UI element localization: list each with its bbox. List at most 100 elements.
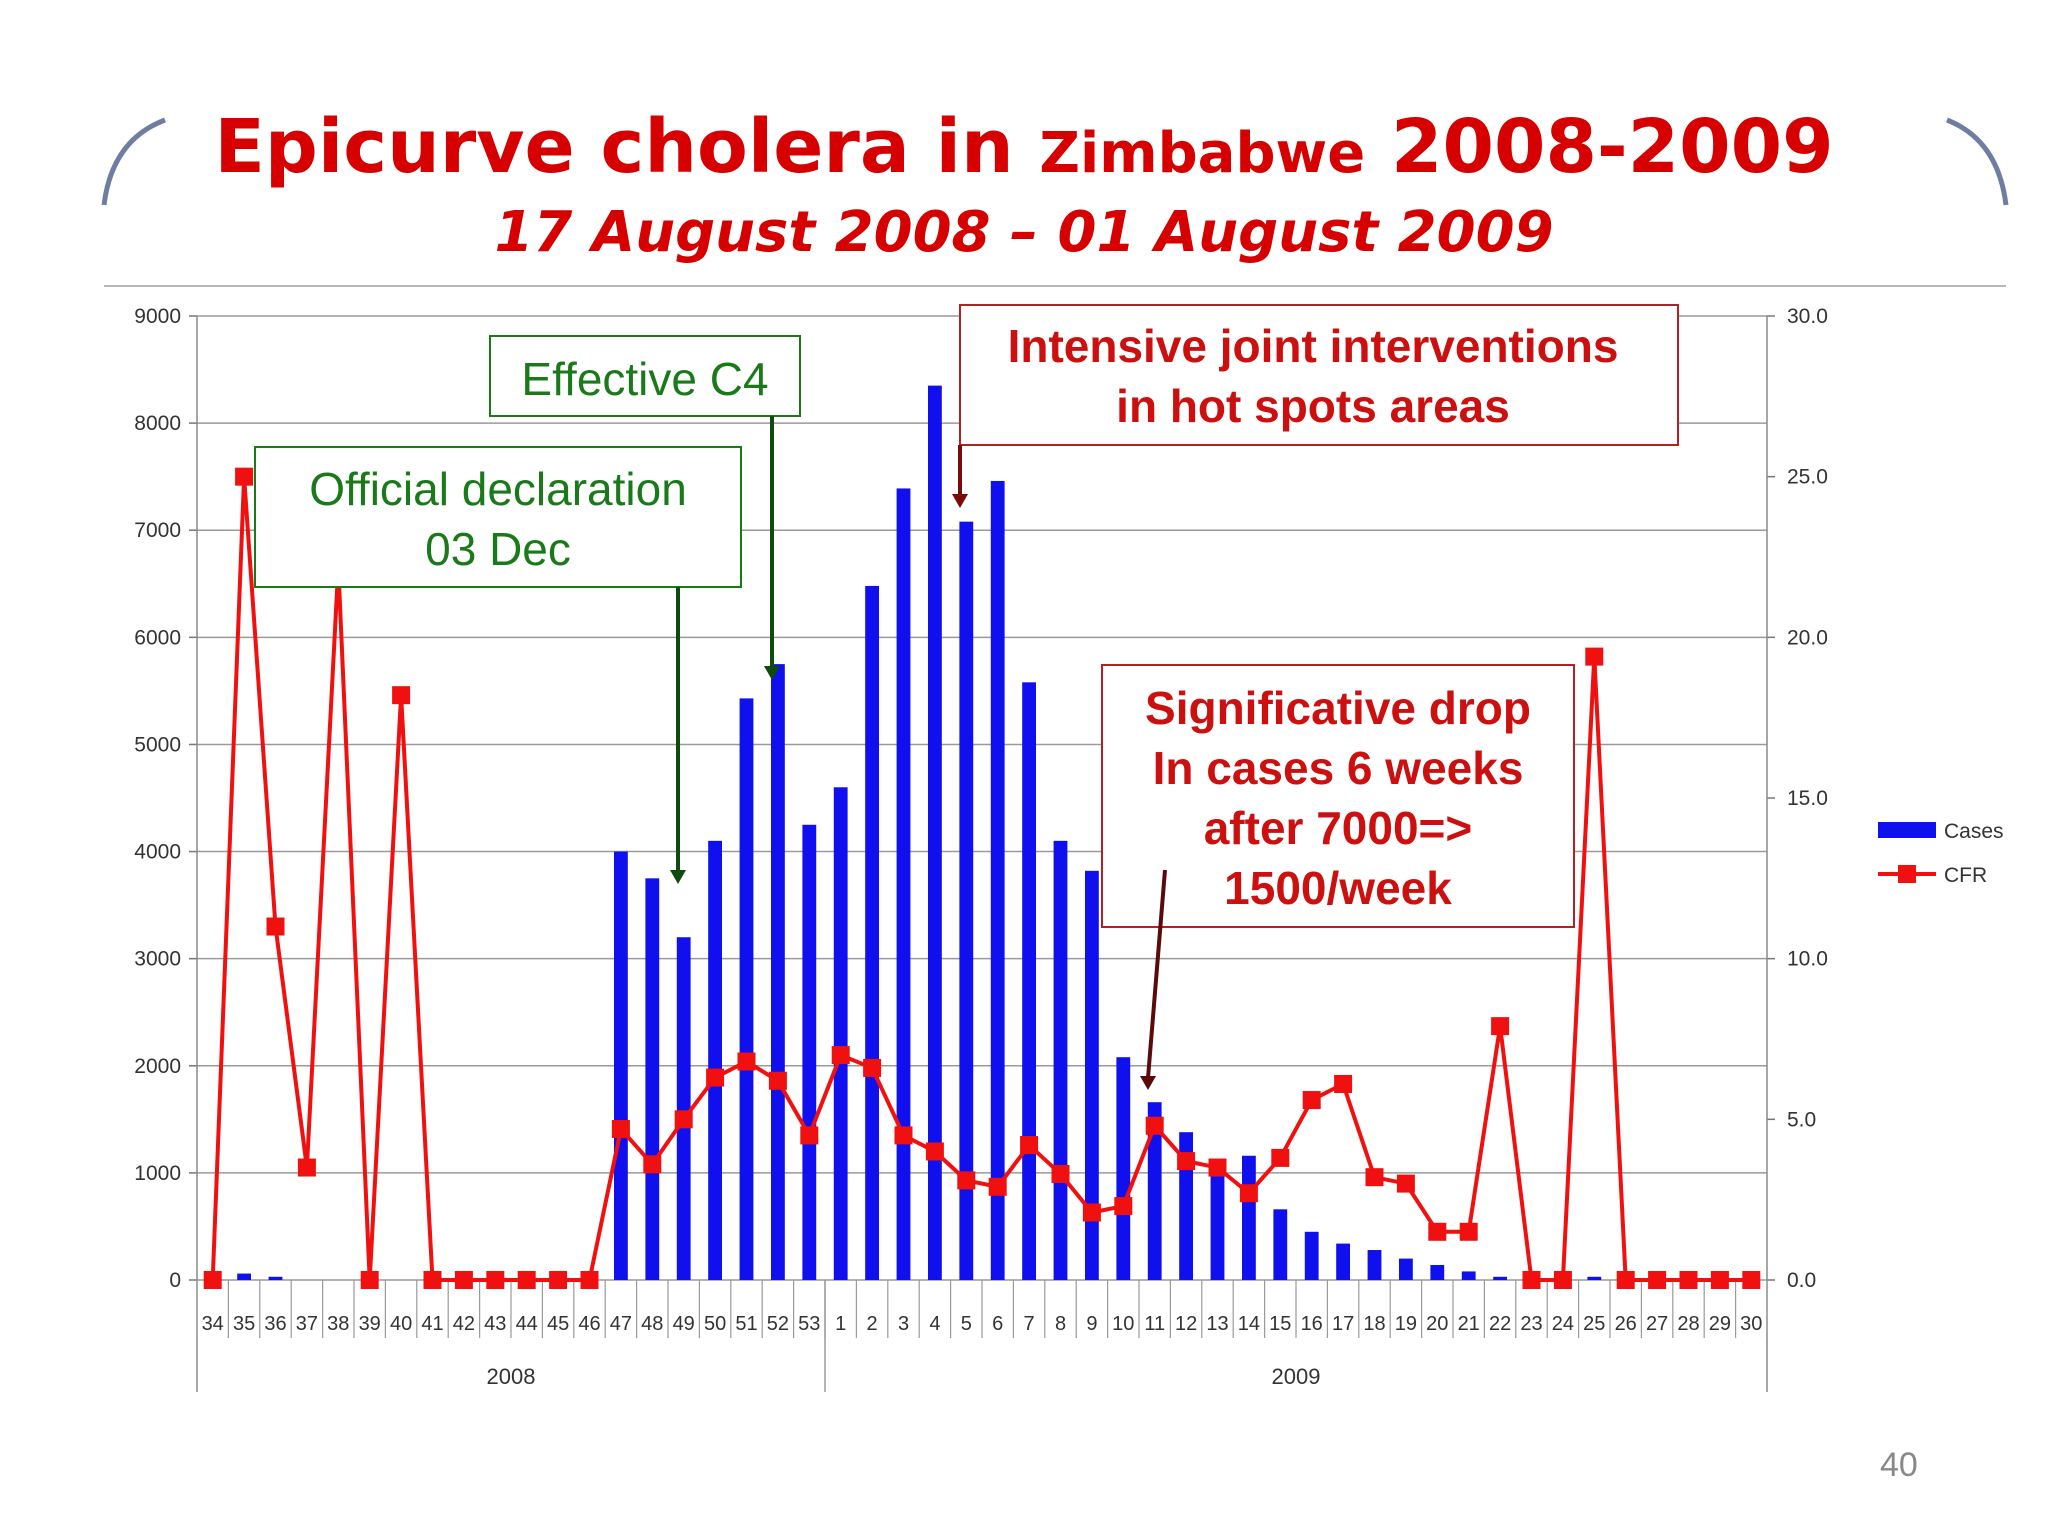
cases-bar bbox=[613, 851, 628, 1280]
x-tick-label: 34 bbox=[202, 1313, 224, 1335]
official-declaration-text: 03 Dec bbox=[425, 523, 571, 575]
x-tick-label: 26 bbox=[1615, 1313, 1637, 1335]
cfr-point bbox=[1742, 1271, 1761, 1289]
y-left-tick-label: 2000 bbox=[134, 1055, 181, 1078]
cfr-point bbox=[1177, 1152, 1196, 1171]
cfr-point bbox=[1020, 1136, 1039, 1155]
cfr-point bbox=[266, 917, 285, 936]
drop-text: 1500/week bbox=[1224, 862, 1452, 914]
cfr-point bbox=[988, 1177, 1007, 1196]
cases-bar bbox=[676, 937, 691, 1280]
cfr-point bbox=[1208, 1158, 1227, 1177]
x-tick-label: 16 bbox=[1301, 1313, 1323, 1335]
cfr-point bbox=[454, 1271, 473, 1289]
x-tick-label: 49 bbox=[673, 1313, 695, 1335]
official-declaration-box bbox=[254, 446, 742, 588]
y-left-tick-label: 1000 bbox=[134, 1162, 181, 1185]
cases-bar bbox=[770, 664, 785, 1280]
cfr-point bbox=[643, 1155, 662, 1174]
cases-bar bbox=[1241, 1155, 1256, 1280]
x-tick-label: 38 bbox=[327, 1313, 349, 1335]
cfr-point bbox=[1145, 1116, 1164, 1135]
interventions-arrow-head bbox=[952, 494, 968, 508]
x-tick-label: 29 bbox=[1709, 1313, 1731, 1335]
cfr-point bbox=[486, 1271, 505, 1289]
cfr-point bbox=[1428, 1222, 1447, 1241]
x-tick-label: 19 bbox=[1395, 1313, 1417, 1335]
page-number: 40 bbox=[1880, 1446, 1918, 1484]
y-right-tick-label: 15.0 bbox=[1787, 787, 1828, 810]
cfr-point bbox=[1396, 1174, 1415, 1193]
legend-cfr-marker bbox=[1898, 865, 1916, 883]
cfr-point bbox=[549, 1271, 568, 1289]
cfr-point bbox=[1648, 1271, 1667, 1289]
x-tick-label: 50 bbox=[704, 1313, 726, 1335]
drop-text: after 7000=> bbox=[1204, 802, 1473, 854]
x-tick-label: 12 bbox=[1175, 1313, 1197, 1335]
x-tick-label: 45 bbox=[547, 1313, 569, 1335]
x-tick-label: 22 bbox=[1489, 1313, 1511, 1335]
cfr-point bbox=[1459, 1222, 1478, 1241]
cases-bar bbox=[268, 1276, 283, 1280]
cfr-point bbox=[1491, 1017, 1510, 1036]
cfr-point bbox=[297, 1158, 316, 1177]
x-tick-label: 41 bbox=[421, 1313, 443, 1335]
x-tick-label: 42 bbox=[453, 1313, 475, 1335]
x-tick-label: 1 bbox=[835, 1313, 846, 1335]
cases-bar bbox=[1147, 1102, 1162, 1280]
cases-bar bbox=[739, 698, 754, 1280]
y-left-tick-label: 4000 bbox=[134, 841, 181, 864]
y-right-tick-label: 20.0 bbox=[1787, 626, 1828, 649]
x-tick-label: 46 bbox=[578, 1313, 600, 1335]
cfr-point bbox=[894, 1126, 913, 1145]
cfr-point bbox=[800, 1126, 819, 1145]
interventions-text: Intensive joint interventions bbox=[1008, 320, 1619, 372]
x-tick-label: 11 bbox=[1144, 1313, 1165, 1335]
x-tick-label: 40 bbox=[390, 1313, 412, 1335]
cfr-point bbox=[706, 1068, 725, 1087]
y-left-tick-label: 0 bbox=[169, 1269, 181, 1292]
cfr-point bbox=[611, 1119, 630, 1138]
title-main: Epicurve cholera in bbox=[214, 104, 1040, 190]
cfr-point bbox=[1114, 1197, 1133, 1216]
cases-bar bbox=[1210, 1167, 1225, 1280]
y-right-tick-label: 30.0 bbox=[1787, 305, 1828, 328]
x-tick-label: 18 bbox=[1363, 1313, 1385, 1335]
x-tick-label: 17 bbox=[1332, 1313, 1354, 1335]
drop-box bbox=[1101, 664, 1575, 928]
cfr-point bbox=[1239, 1184, 1258, 1203]
x-tick-label: 30 bbox=[1740, 1313, 1762, 1335]
interventions-text: in hot spots areas bbox=[1116, 380, 1510, 432]
x-tick-label: 51 bbox=[735, 1313, 757, 1335]
x-tick-label: 9 bbox=[1086, 1313, 1097, 1335]
cases-bar bbox=[802, 824, 817, 1280]
cfr-point bbox=[580, 1271, 599, 1289]
cfr-point bbox=[1365, 1168, 1384, 1187]
x-tick-label: 25 bbox=[1583, 1313, 1605, 1335]
cfr-point bbox=[768, 1071, 787, 1090]
cfr-point bbox=[423, 1271, 442, 1289]
cfr-point bbox=[392, 686, 411, 705]
cases-bar bbox=[1587, 1276, 1602, 1280]
year-label: 2009 bbox=[1272, 1364, 1321, 1389]
cfr-point bbox=[1522, 1271, 1541, 1289]
x-tick-label: 43 bbox=[484, 1313, 506, 1335]
cfr-point bbox=[1271, 1148, 1290, 1167]
cfr-point bbox=[863, 1058, 882, 1077]
cfr-point bbox=[1051, 1164, 1070, 1183]
cfr-point bbox=[203, 1271, 222, 1289]
cfr-point bbox=[1334, 1074, 1353, 1093]
y-right-tick-label: 25.0 bbox=[1787, 466, 1828, 489]
cfr-point bbox=[957, 1171, 976, 1190]
cases-bar bbox=[1273, 1209, 1288, 1280]
year-label: 2008 bbox=[487, 1364, 536, 1389]
x-tick-label: 23 bbox=[1520, 1313, 1542, 1335]
cases-bar bbox=[645, 878, 660, 1280]
y-left-tick-label: 7000 bbox=[134, 519, 181, 542]
x-tick-label: 39 bbox=[359, 1313, 381, 1335]
frame-arc-right bbox=[1946, 117, 2009, 206]
cases-bar bbox=[1367, 1250, 1382, 1280]
cfr-point bbox=[1553, 1271, 1572, 1289]
x-tick-label: 24 bbox=[1552, 1313, 1574, 1335]
